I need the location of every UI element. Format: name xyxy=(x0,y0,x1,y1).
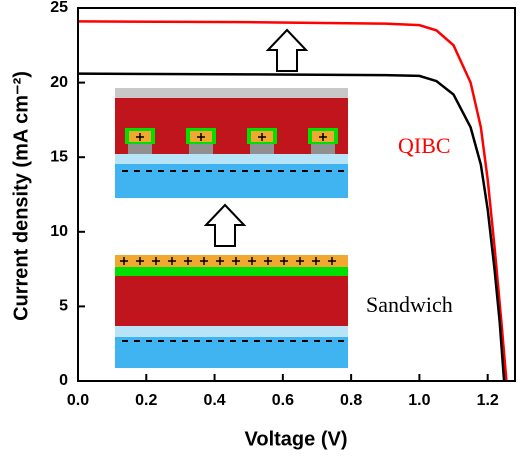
x-axis-label: Voltage (V) xyxy=(245,428,348,450)
x-tick-label: 1.0 xyxy=(408,392,430,409)
x-tick-label: 0.6 xyxy=(272,392,294,409)
annotation: QIBC xyxy=(398,133,451,158)
arrow xyxy=(265,28,309,72)
x-tick-label: 0.2 xyxy=(135,392,157,409)
line xyxy=(77,72,506,382)
y-tick-label: 20 xyxy=(50,74,68,91)
y-tick-label: 10 xyxy=(50,223,68,240)
y-tick-label: 5 xyxy=(59,298,68,315)
x-tick-label: 1.2 xyxy=(477,392,499,409)
arrow xyxy=(203,203,247,247)
annotation: Sandwich xyxy=(366,292,453,317)
plot-frame xyxy=(77,7,516,382)
schematic-sandwich xyxy=(115,255,348,368)
x-tick-label: 0.4 xyxy=(203,392,225,409)
y-axis-label: Current density (mA cm⁻²) xyxy=(10,71,32,321)
x-tick-label: 0.8 xyxy=(340,392,362,409)
line xyxy=(77,20,508,382)
y-tick-label: 0 xyxy=(59,372,68,389)
y-tick-label: 25 xyxy=(50,0,68,16)
x-tick-label: 0.0 xyxy=(67,392,89,409)
schematic-qibc xyxy=(115,88,348,198)
y-tick-label: 15 xyxy=(50,148,68,165)
